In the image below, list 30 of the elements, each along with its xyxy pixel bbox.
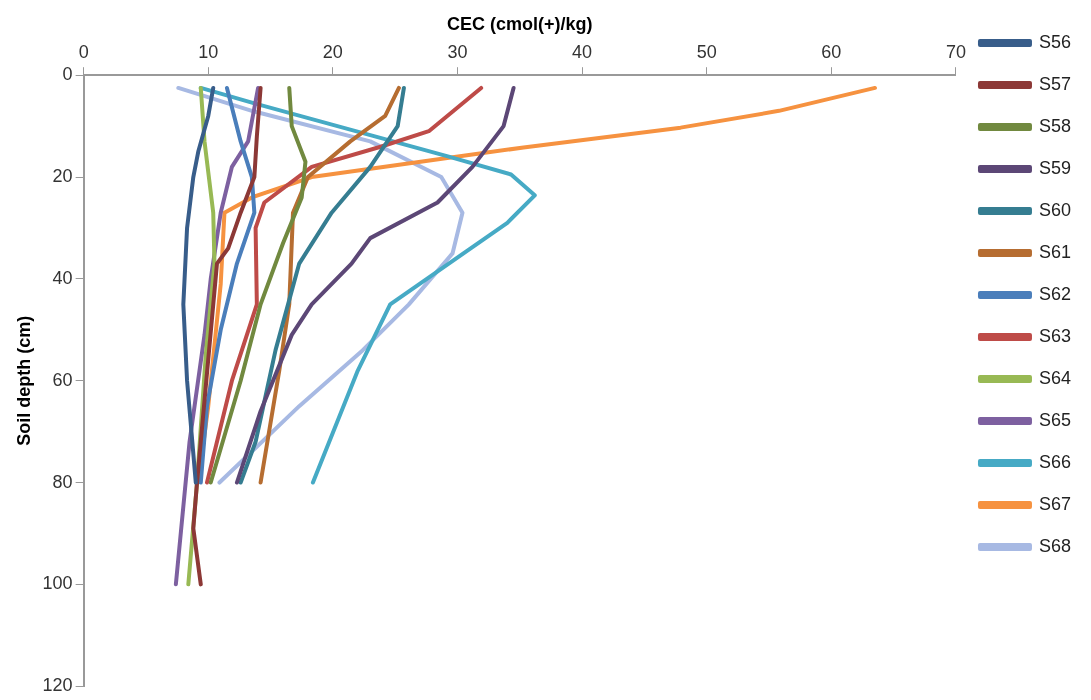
x-tick-label: 60 [821,42,842,63]
legend-label: S56 [1038,31,1071,52]
legend-label: S64 [1038,367,1071,388]
x-tick-label: 0 [78,42,89,63]
legend-label: S61 [1038,241,1071,262]
legend-label: S67 [1038,493,1071,514]
x-tick-label: 70 [945,42,966,63]
y-axis-title: Soil depth (cm) [13,315,34,446]
x-tick-label: 10 [198,42,219,63]
x-axis-title: CEC (cmol(+)/kg) [447,13,593,34]
x-tick-label: 20 [322,42,343,63]
x-tick-label: 40 [572,42,593,63]
y-tick-label: 100 [42,573,73,594]
x-tick-label: 50 [696,42,717,63]
y-tick-label: 60 [52,369,73,390]
y-tick-label: 20 [52,166,73,186]
y-tick-label: 0 [62,64,73,85]
legend-label: S63 [1038,325,1071,346]
legend-label: S59 [1038,157,1071,178]
y-tick-label: 80 [52,471,73,492]
y-tick-label: 40 [52,267,73,288]
legend-label: S57 [1038,73,1071,94]
legend-label: S60 [1038,199,1071,220]
y-tick-label: 120 [42,675,73,696]
legend-label: S65 [1038,409,1071,430]
legend-label: S62 [1038,283,1071,304]
legend-label: S66 [1038,451,1071,472]
legend-label: S58 [1038,115,1071,136]
legend-label: S68 [1038,535,1071,556]
x-tick-label: 30 [447,42,468,63]
